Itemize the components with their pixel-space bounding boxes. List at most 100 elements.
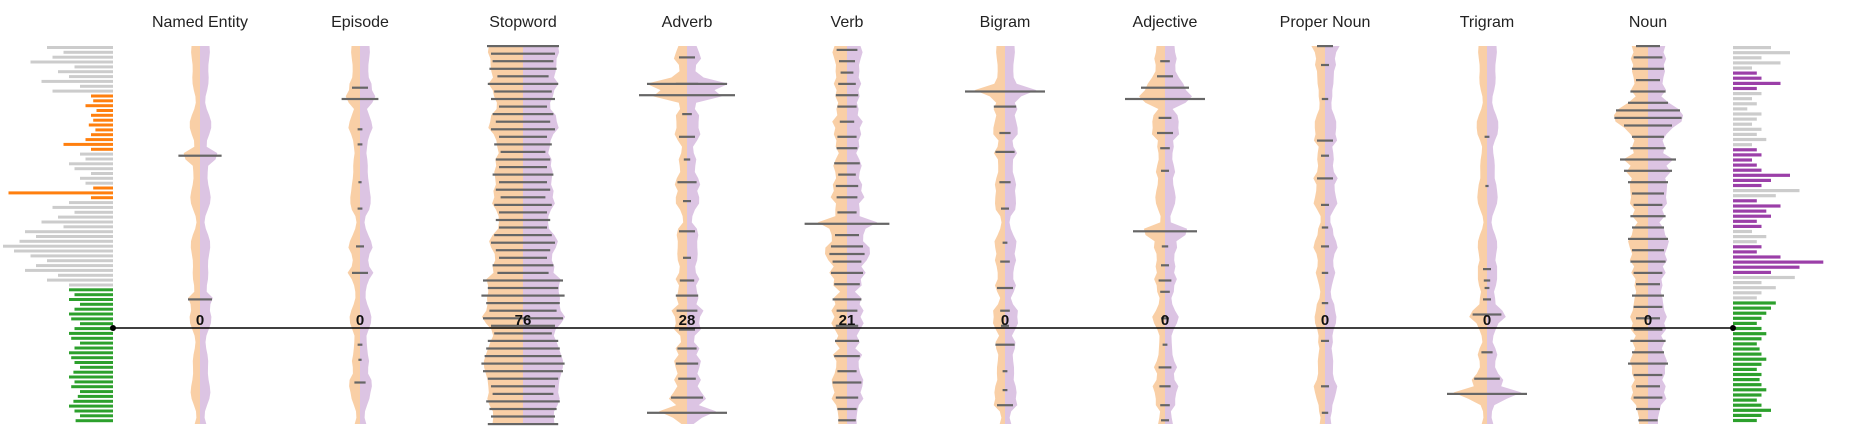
- histogram-bar: [1733, 342, 1757, 346]
- histogram-bar: [91, 196, 113, 200]
- histogram-bar: [88, 123, 113, 127]
- bar: [832, 298, 862, 301]
- bar: [639, 94, 735, 97]
- bar: [1321, 411, 1329, 414]
- histogram-bar: [8, 191, 113, 195]
- histogram-bar: [73, 370, 113, 374]
- bar: [491, 128, 555, 131]
- histogram-bar: [1733, 81, 1781, 85]
- bar: [679, 279, 695, 282]
- bar: [1321, 339, 1329, 342]
- bar: [491, 97, 555, 101]
- bar: [1636, 317, 1660, 320]
- histogram-bar: [1733, 383, 1762, 387]
- bar: [1317, 177, 1333, 180]
- histogram-bar: [1733, 86, 1757, 91]
- histogram-bar: [69, 298, 113, 301]
- histogram-bar: [75, 419, 113, 423]
- histogram-bar: [1733, 332, 1767, 336]
- bar: [1636, 283, 1660, 286]
- histogram-bar: [71, 356, 113, 360]
- histogram-bar: [80, 302, 113, 306]
- bar: [839, 60, 855, 63]
- histogram-bar: [1733, 143, 1752, 147]
- bar: [1141, 86, 1189, 89]
- histogram-bar: [1733, 173, 1790, 177]
- bar: [499, 256, 547, 259]
- histogram-bar: [1733, 275, 1795, 280]
- histogram-bar: [74, 293, 113, 297]
- histogram-bar: [74, 346, 113, 350]
- bar: [804, 222, 890, 225]
- bar: [1321, 302, 1329, 305]
- bar: [495, 218, 551, 222]
- column-title: Adverb: [662, 14, 713, 31]
- histogram-bar: [80, 152, 113, 156]
- violin-orange: [1453, 46, 1487, 424]
- column-count: 76: [515, 312, 532, 329]
- histogram-bar: [80, 341, 113, 345]
- bar: [486, 302, 560, 305]
- bar: [1161, 317, 1169, 320]
- histogram-bar: [1733, 214, 1771, 218]
- bar: [341, 97, 379, 101]
- histogram-bar: [74, 210, 113, 214]
- bar: [492, 392, 554, 395]
- column-title: Noun: [1629, 14, 1667, 31]
- bar: [1157, 131, 1173, 135]
- bar: [495, 158, 551, 161]
- histogram-bar: [1733, 46, 1771, 50]
- bar: [1002, 389, 1008, 392]
- bar: [1000, 260, 1010, 263]
- histogram-bar: [3, 244, 113, 248]
- bar: [1633, 396, 1663, 399]
- violin-purple: [687, 46, 729, 424]
- histogram-bar: [1733, 301, 1776, 305]
- histogram-bar: [1733, 403, 1762, 407]
- bar: [647, 411, 727, 414]
- violin-purple: [847, 46, 878, 424]
- histogram-bar: [1733, 168, 1762, 172]
- bar: [499, 135, 547, 138]
- histogram-bar: [85, 181, 113, 185]
- histogram-bar: [69, 351, 113, 355]
- violin-orange: [1139, 46, 1165, 424]
- column-count: 0: [1001, 312, 1009, 329]
- bar: [1632, 192, 1664, 195]
- bar: [1321, 245, 1329, 248]
- bar: [1160, 404, 1170, 407]
- histogram-bar: [41, 79, 113, 83]
- histogram-bar: [91, 172, 113, 175]
- histogram-bar: [1733, 219, 1757, 223]
- histogram-bar: [69, 288, 113, 292]
- bar: [489, 309, 557, 312]
- histogram-bar: [95, 128, 113, 132]
- histogram-bar: [1733, 316, 1762, 320]
- bar: [832, 381, 862, 384]
- histogram-bar: [69, 283, 113, 287]
- bar: [835, 184, 859, 188]
- bar: [486, 347, 560, 350]
- bar: [832, 260, 862, 263]
- bar: [1483, 268, 1491, 271]
- bar: [1321, 385, 1329, 388]
- histogram-bar: [71, 385, 113, 389]
- histogram-bar: [1733, 194, 1776, 198]
- bar: [1628, 237, 1668, 240]
- bar: [647, 82, 727, 85]
- bar: [1632, 67, 1664, 70]
- bar: [1160, 290, 1170, 293]
- bar: [1002, 370, 1008, 373]
- bar: [836, 48, 858, 51]
- bar: [1317, 45, 1333, 48]
- bar: [683, 158, 691, 161]
- column-named-entity: Named Entity 0: [152, 14, 248, 424]
- column-title: Bigram: [980, 14, 1031, 31]
- bar: [1484, 135, 1490, 138]
- histogram-bar: [1733, 158, 1752, 162]
- bar: [481, 362, 565, 365]
- bar: [831, 245, 863, 248]
- bar: [1636, 45, 1660, 48]
- bar: [1616, 109, 1680, 112]
- bar: [497, 271, 549, 274]
